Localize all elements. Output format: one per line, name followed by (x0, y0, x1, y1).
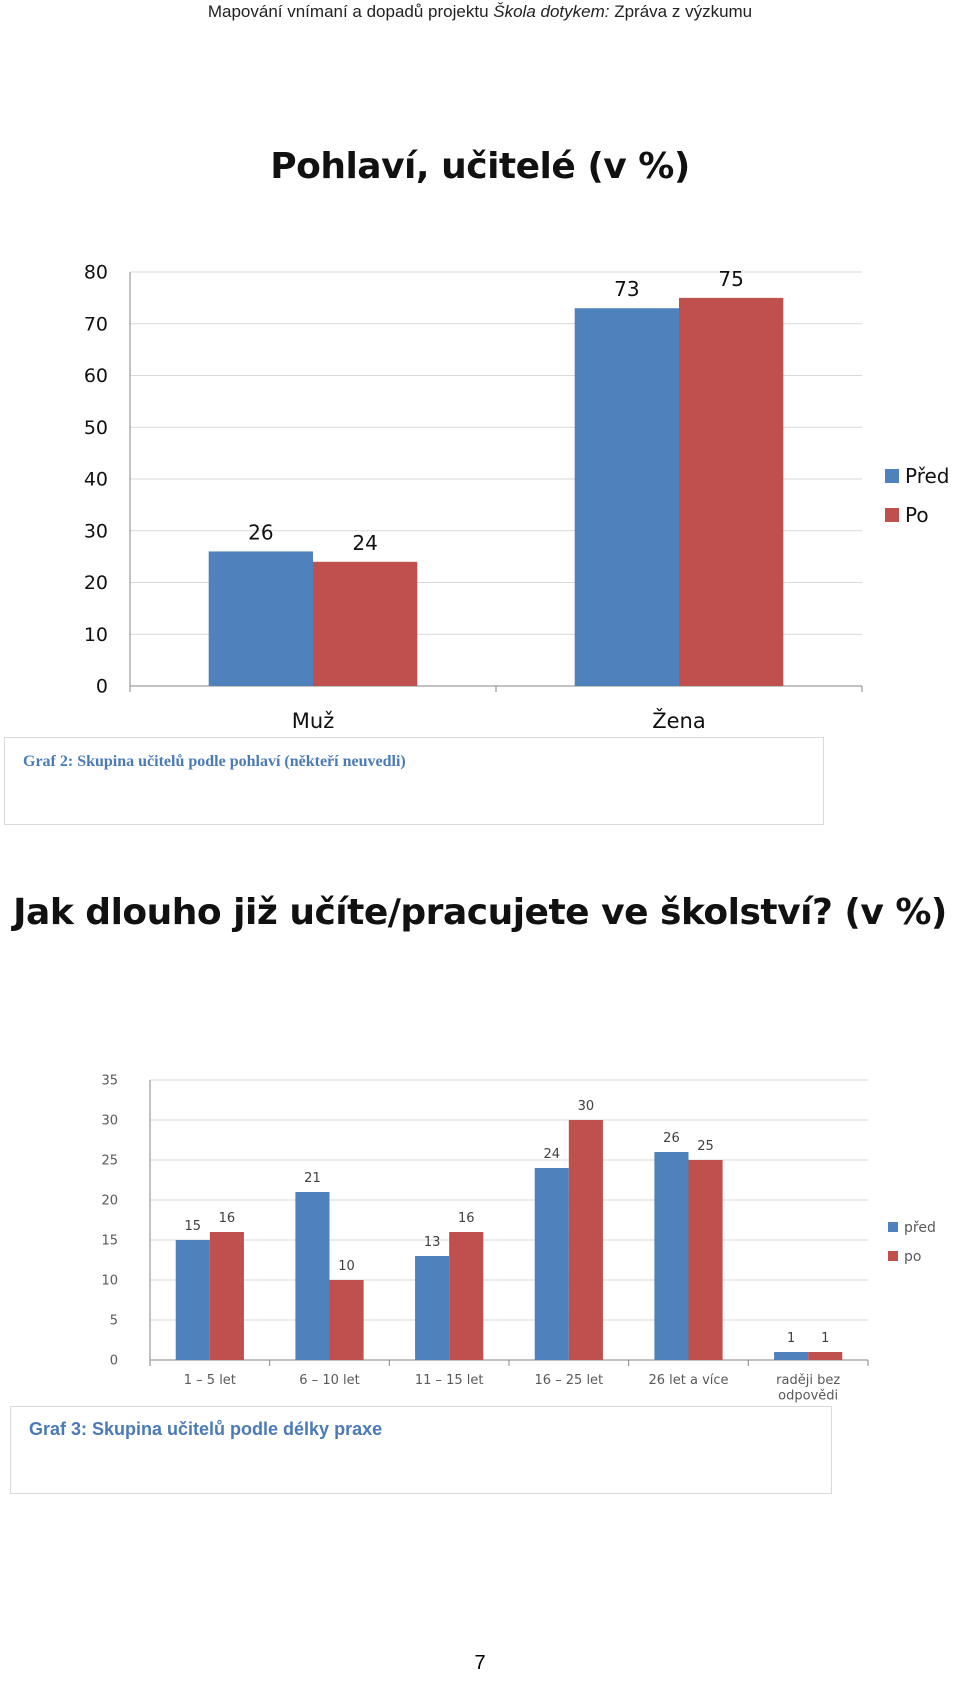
bar-after (679, 297, 784, 686)
category-label: 16 – 25 let (534, 1373, 603, 1388)
y-tick-label: 70 (84, 313, 108, 335)
data-label: 1 (787, 1331, 795, 1346)
y-tick-label: 20 (84, 572, 108, 594)
data-label: 16 (219, 1211, 236, 1226)
data-label: 16 (458, 1211, 475, 1226)
y-tick-label: 10 (84, 624, 108, 646)
caption1-box: Graf 2: Skupina učitelů podle pohlaví (n… (4, 737, 824, 825)
y-tick-label: 30 (101, 1114, 118, 1129)
experience-chart: 0 5 10 15 20 25 30 35 15 16 1 – 5 let 21 10 6 – 10 le… (101, 1074, 936, 1404)
bar-after (329, 1280, 364, 1360)
data-label: 13 (424, 1235, 441, 1250)
bar-before (574, 308, 679, 686)
data-label: 25 (697, 1139, 714, 1154)
bar-after (209, 1232, 244, 1360)
data-label: 26 (248, 520, 273, 544)
bar-after (313, 561, 418, 686)
header-project-name: Škola dotykem: (493, 2, 610, 21)
legend-swatch (885, 469, 899, 483)
legend-label: před (904, 1220, 936, 1236)
bar-before (415, 1256, 450, 1360)
legend-swatch (888, 1251, 898, 1261)
category-label: 6 – 10 let (299, 1373, 359, 1388)
y-tick-label: 30 (84, 520, 108, 542)
legend-swatch (888, 1222, 898, 1232)
y-tick-label: 20 (101, 1194, 118, 1209)
data-label: 15 (185, 1219, 202, 1234)
y-tick-label: 25 (101, 1154, 118, 1169)
y-tick-label: 40 (84, 469, 108, 491)
bar-after (449, 1232, 484, 1360)
data-label: 1 (821, 1331, 829, 1346)
y-tick-label: 35 (101, 1074, 118, 1089)
header-text-start: Mapování vnímaní a dopadů projektu (207, 2, 494, 21)
y-tick-label: 80 (84, 262, 108, 284)
data-label: 24 (352, 531, 377, 555)
bar-after (688, 1160, 723, 1360)
category-label: 11 – 15 let (415, 1373, 484, 1388)
bar-before (295, 1192, 330, 1360)
caption2-box: Graf 3: Skupina učitelů podle délky prax… (10, 1406, 832, 1494)
y-tick-label: 10 (101, 1274, 118, 1289)
chart1-title: Pohlaví, učitelé (v %) (270, 146, 690, 187)
page-header: Mapování vnímaní a dopadů projektu Škola… (0, 0, 960, 24)
y-tick-label: 0 (96, 676, 108, 698)
caption1-text: Graf 2: Skupina učitelů podle pohlaví (n… (23, 753, 406, 770)
gender-chart: 0 10 20 30 40 50 60 70 80 26 24 Muž 73 75 Žena Před Po (84, 262, 950, 733)
category-label: 1 – 5 let (184, 1373, 236, 1388)
bar-before (534, 1168, 569, 1360)
category-label: 26 let a více (648, 1373, 728, 1388)
bar-before (208, 551, 313, 686)
category-label: odpovědi (778, 1389, 838, 1404)
bar-before (774, 1352, 809, 1360)
category-label: Muž (292, 709, 334, 733)
data-label: 10 (338, 1259, 355, 1274)
data-label: 26 (663, 1131, 680, 1146)
category-label: raději bez (776, 1373, 840, 1388)
data-label: 21 (304, 1171, 321, 1186)
legend-swatch (885, 508, 899, 522)
category-label: Žena (652, 708, 705, 733)
y-tick-label: 5 (110, 1314, 118, 1329)
caption2-text: Graf 3: Skupina učitelů podle délky prax… (29, 1419, 383, 1439)
data-label: 30 (578, 1099, 595, 1114)
bar-before (654, 1152, 689, 1360)
y-tick-label: 15 (101, 1234, 118, 1249)
y-tick-label: 60 (84, 365, 108, 387)
bar-after (568, 1120, 603, 1360)
y-tick-label: 0 (110, 1354, 118, 1369)
bar-before (175, 1240, 210, 1360)
data-label: 73 (614, 277, 639, 301)
page-number: 7 (474, 1652, 486, 1674)
bar-after (808, 1352, 843, 1360)
legend-label: po (904, 1249, 921, 1265)
header-text-end: Zpráva z výzkumu (609, 2, 753, 21)
chart2-title: Jak dlouho již učíte/pracujete ve školst… (13, 892, 947, 933)
legend-label: Před (905, 464, 950, 488)
data-label: 75 (718, 267, 743, 291)
legend-label: Po (905, 503, 929, 527)
data-label: 24 (544, 1147, 561, 1162)
y-tick-label: 50 (84, 417, 108, 439)
